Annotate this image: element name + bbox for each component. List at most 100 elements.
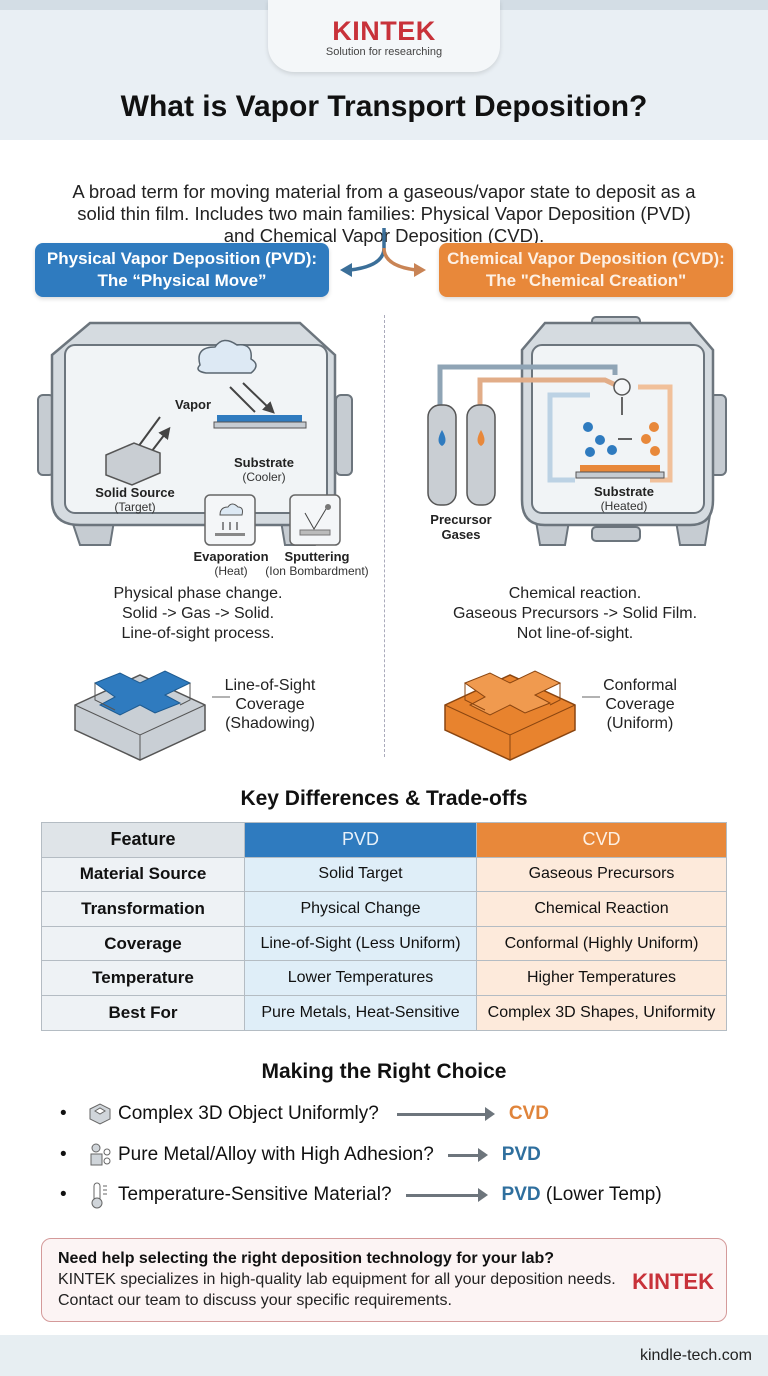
cvd-heading-box: Chemical Vapor Deposition (CVD): The "Ch… xyxy=(439,243,733,297)
sputtering-title: Sputtering xyxy=(284,549,350,564)
arrow-head-icon xyxy=(477,1148,488,1162)
header-cvd: CVD xyxy=(476,822,727,858)
pvd-substrate-note: (Cooler) xyxy=(242,470,286,484)
cvd-heading: Chemical Vapor Deposition (CVD): xyxy=(447,249,725,268)
page-title: What is Vapor Transport Deposition? xyxy=(120,90,648,123)
arrow-line xyxy=(396,1112,485,1116)
cvd-desc-line: Gaseous Precursors -> Solid Film. xyxy=(452,605,698,622)
table-header-row: Feature PVD CVD xyxy=(41,822,727,858)
complex-3d-object-icon xyxy=(89,1103,111,1125)
kintek-logo: KINTEK xyxy=(332,16,436,46)
vapor-label: Vapor xyxy=(174,397,212,412)
cell-cvd: Chemical Reaction xyxy=(476,891,727,927)
table-title: Key Differences & Trade-offs xyxy=(240,787,528,810)
pvd-description: Physical phase change. Solid -> Gas -> S… xyxy=(114,584,283,644)
choice-answer: CVD xyxy=(508,1103,549,1124)
choice-question: Temperature-Sensitive Material? xyxy=(118,1184,392,1205)
cvd-description: Chemical reaction. Gaseous Precursors ->… xyxy=(453,584,697,644)
cell-cvd: Higher Temperatures xyxy=(476,960,727,996)
fork-arrow-icon xyxy=(340,228,426,277)
cta-box: Need help selecting the right deposition… xyxy=(41,1238,727,1322)
table-row: Temperature Lower Temperatures Higher Temp… xyxy=(41,960,727,996)
cell-feature: Temperature xyxy=(41,960,245,996)
cvd-desc-line: Not line-of-sight. xyxy=(516,625,634,642)
cell-feature: Coverage xyxy=(41,925,245,962)
choice-item: • Temperature-Sensitive Material? PVD (L… xyxy=(60,1180,662,1210)
pvd-heading-box: Physical Vapor Deposition (PVD): The “Ph… xyxy=(35,243,329,297)
evaporation-note: (Heat) xyxy=(214,564,248,578)
arrow-head-icon xyxy=(484,1107,495,1121)
pvd-desc-line: Line-of-sight process. xyxy=(121,625,275,642)
arrow-line xyxy=(447,1153,478,1157)
solid-source-title: Solid Source xyxy=(95,485,175,500)
evaporation-icon xyxy=(204,494,256,546)
pvd-subheading: The “Physical Move” xyxy=(97,271,267,290)
cvd-coverage-line: (Uniform) xyxy=(606,715,674,732)
choice-question: Complex 3D Object Uniformly? xyxy=(118,1103,379,1124)
cvd-coverage-label: Conformal Coverage (Uniform) xyxy=(603,676,677,733)
thermometer-icon xyxy=(91,1182,107,1209)
sputtering-note: (Ion Bombardment) xyxy=(265,564,369,578)
choice-answer: PVD xyxy=(501,1144,541,1165)
evaporation-label: Evaporation (Heat) xyxy=(193,549,268,579)
pvd-substrate-title: Substrate xyxy=(234,455,294,470)
pvd-desc-line: Physical phase change. xyxy=(113,585,283,602)
pvd-coverage-label: Line-of-Sight Coverage (Shadowing) xyxy=(225,676,316,733)
choice-item: • Complex 3D Object Uniformly? CVD xyxy=(60,1099,549,1129)
cvd-coverage-line: Conformal xyxy=(603,677,677,694)
pvd-substrate-label: Substrate (Cooler) xyxy=(234,455,294,485)
precursor-gases-line1: Precursor xyxy=(430,512,492,527)
cvd-substrate-label: Substrate (Heated) xyxy=(594,484,654,514)
table-row: Transformation Physical Change Chemical Re… xyxy=(41,891,727,927)
logo-tab: KINTEK Solution for researching xyxy=(268,0,500,72)
bullet: • xyxy=(60,1144,67,1165)
choice-answer-note: (Lower Temp) xyxy=(540,1184,662,1205)
cvd-conformal-shape-icon xyxy=(444,670,600,761)
cta-body: KINTEK specializes in high-quality lab e… xyxy=(58,1271,616,1309)
cell-pvd: Line-of-Sight (Less Uniform) xyxy=(244,925,477,962)
cell-cvd: Gaseous Precursors xyxy=(476,856,727,893)
cta-heading: Need help selecting the right deposition… xyxy=(58,1250,555,1267)
pvd-heading: Physical Vapor Deposition (PVD): xyxy=(46,249,318,268)
cta-kintek-logo: KINTEK xyxy=(632,1269,714,1294)
pvd-chamber-illustration xyxy=(37,321,353,546)
cell-pvd: Physical Change xyxy=(244,891,477,927)
cell-feature: Material Source xyxy=(41,856,245,893)
cvd-coverage-line: Coverage xyxy=(605,696,675,713)
metal-alloy-icon xyxy=(90,1143,111,1166)
intro-text: A broad term for moving material from a … xyxy=(72,181,696,246)
choice-answer: PVD xyxy=(501,1184,541,1205)
cell-pvd: Solid Target xyxy=(244,856,477,893)
cell-feature: Transformation xyxy=(41,891,245,927)
footer-url[interactable]: kindle-tech.com xyxy=(639,1347,752,1364)
choice-item: • Pure Metal/Alloy with High Adhesion? P… xyxy=(60,1140,541,1170)
cell-feature: Best For xyxy=(41,994,245,1031)
choice-title: Making the Right Choice xyxy=(261,1060,507,1083)
cell-cvd: Complex 3D Shapes, Uniformity xyxy=(476,994,727,1031)
precursor-gases-line2: Gases xyxy=(441,527,481,542)
bullet: • xyxy=(60,1184,67,1205)
cell-cvd: Conformal (Highly Uniform) xyxy=(476,925,727,962)
cell-pvd: Pure Metals, Heat-Sensitive xyxy=(244,994,477,1031)
header-feature: Feature xyxy=(41,822,245,858)
pvd-shadowing-shape-icon xyxy=(74,670,230,761)
cvd-substrate-note: (Heated) xyxy=(600,499,648,513)
precursor-gases-label: Precursor Gases xyxy=(430,512,491,542)
evaporation-title: Evaporation xyxy=(193,549,269,564)
header-pvd: PVD xyxy=(244,822,477,858)
table-row: Best For Pure Metals, Heat-Sensitive Compl… xyxy=(41,994,727,1031)
cvd-desc-line: Chemical reaction. xyxy=(508,585,642,602)
table-row: Material Source Solid Target Gaseous Precu… xyxy=(41,856,727,893)
sputtering-label: Sputtering (Ion Bombardment) xyxy=(265,549,368,579)
comparison-table: Feature PVD CVD Material Source Solid Tar… xyxy=(41,822,727,1031)
choice-question: Pure Metal/Alloy with High Adhesion? xyxy=(118,1144,434,1165)
solid-source-note: (Target) xyxy=(114,500,156,514)
arrow-head-icon xyxy=(477,1188,488,1202)
cvd-substrate-title: Substrate xyxy=(594,484,654,499)
cell-pvd: Lower Temperatures xyxy=(244,960,477,996)
pvd-desc-line: Solid -> Gas -> Solid. xyxy=(121,605,275,622)
cvd-chamber-illustration xyxy=(427,316,727,546)
pvd-coverage-line: Coverage xyxy=(235,696,305,713)
pvd-coverage-line: (Shadowing) xyxy=(225,715,315,732)
cvd-subheading: The "Chemical Creation" xyxy=(485,271,687,290)
